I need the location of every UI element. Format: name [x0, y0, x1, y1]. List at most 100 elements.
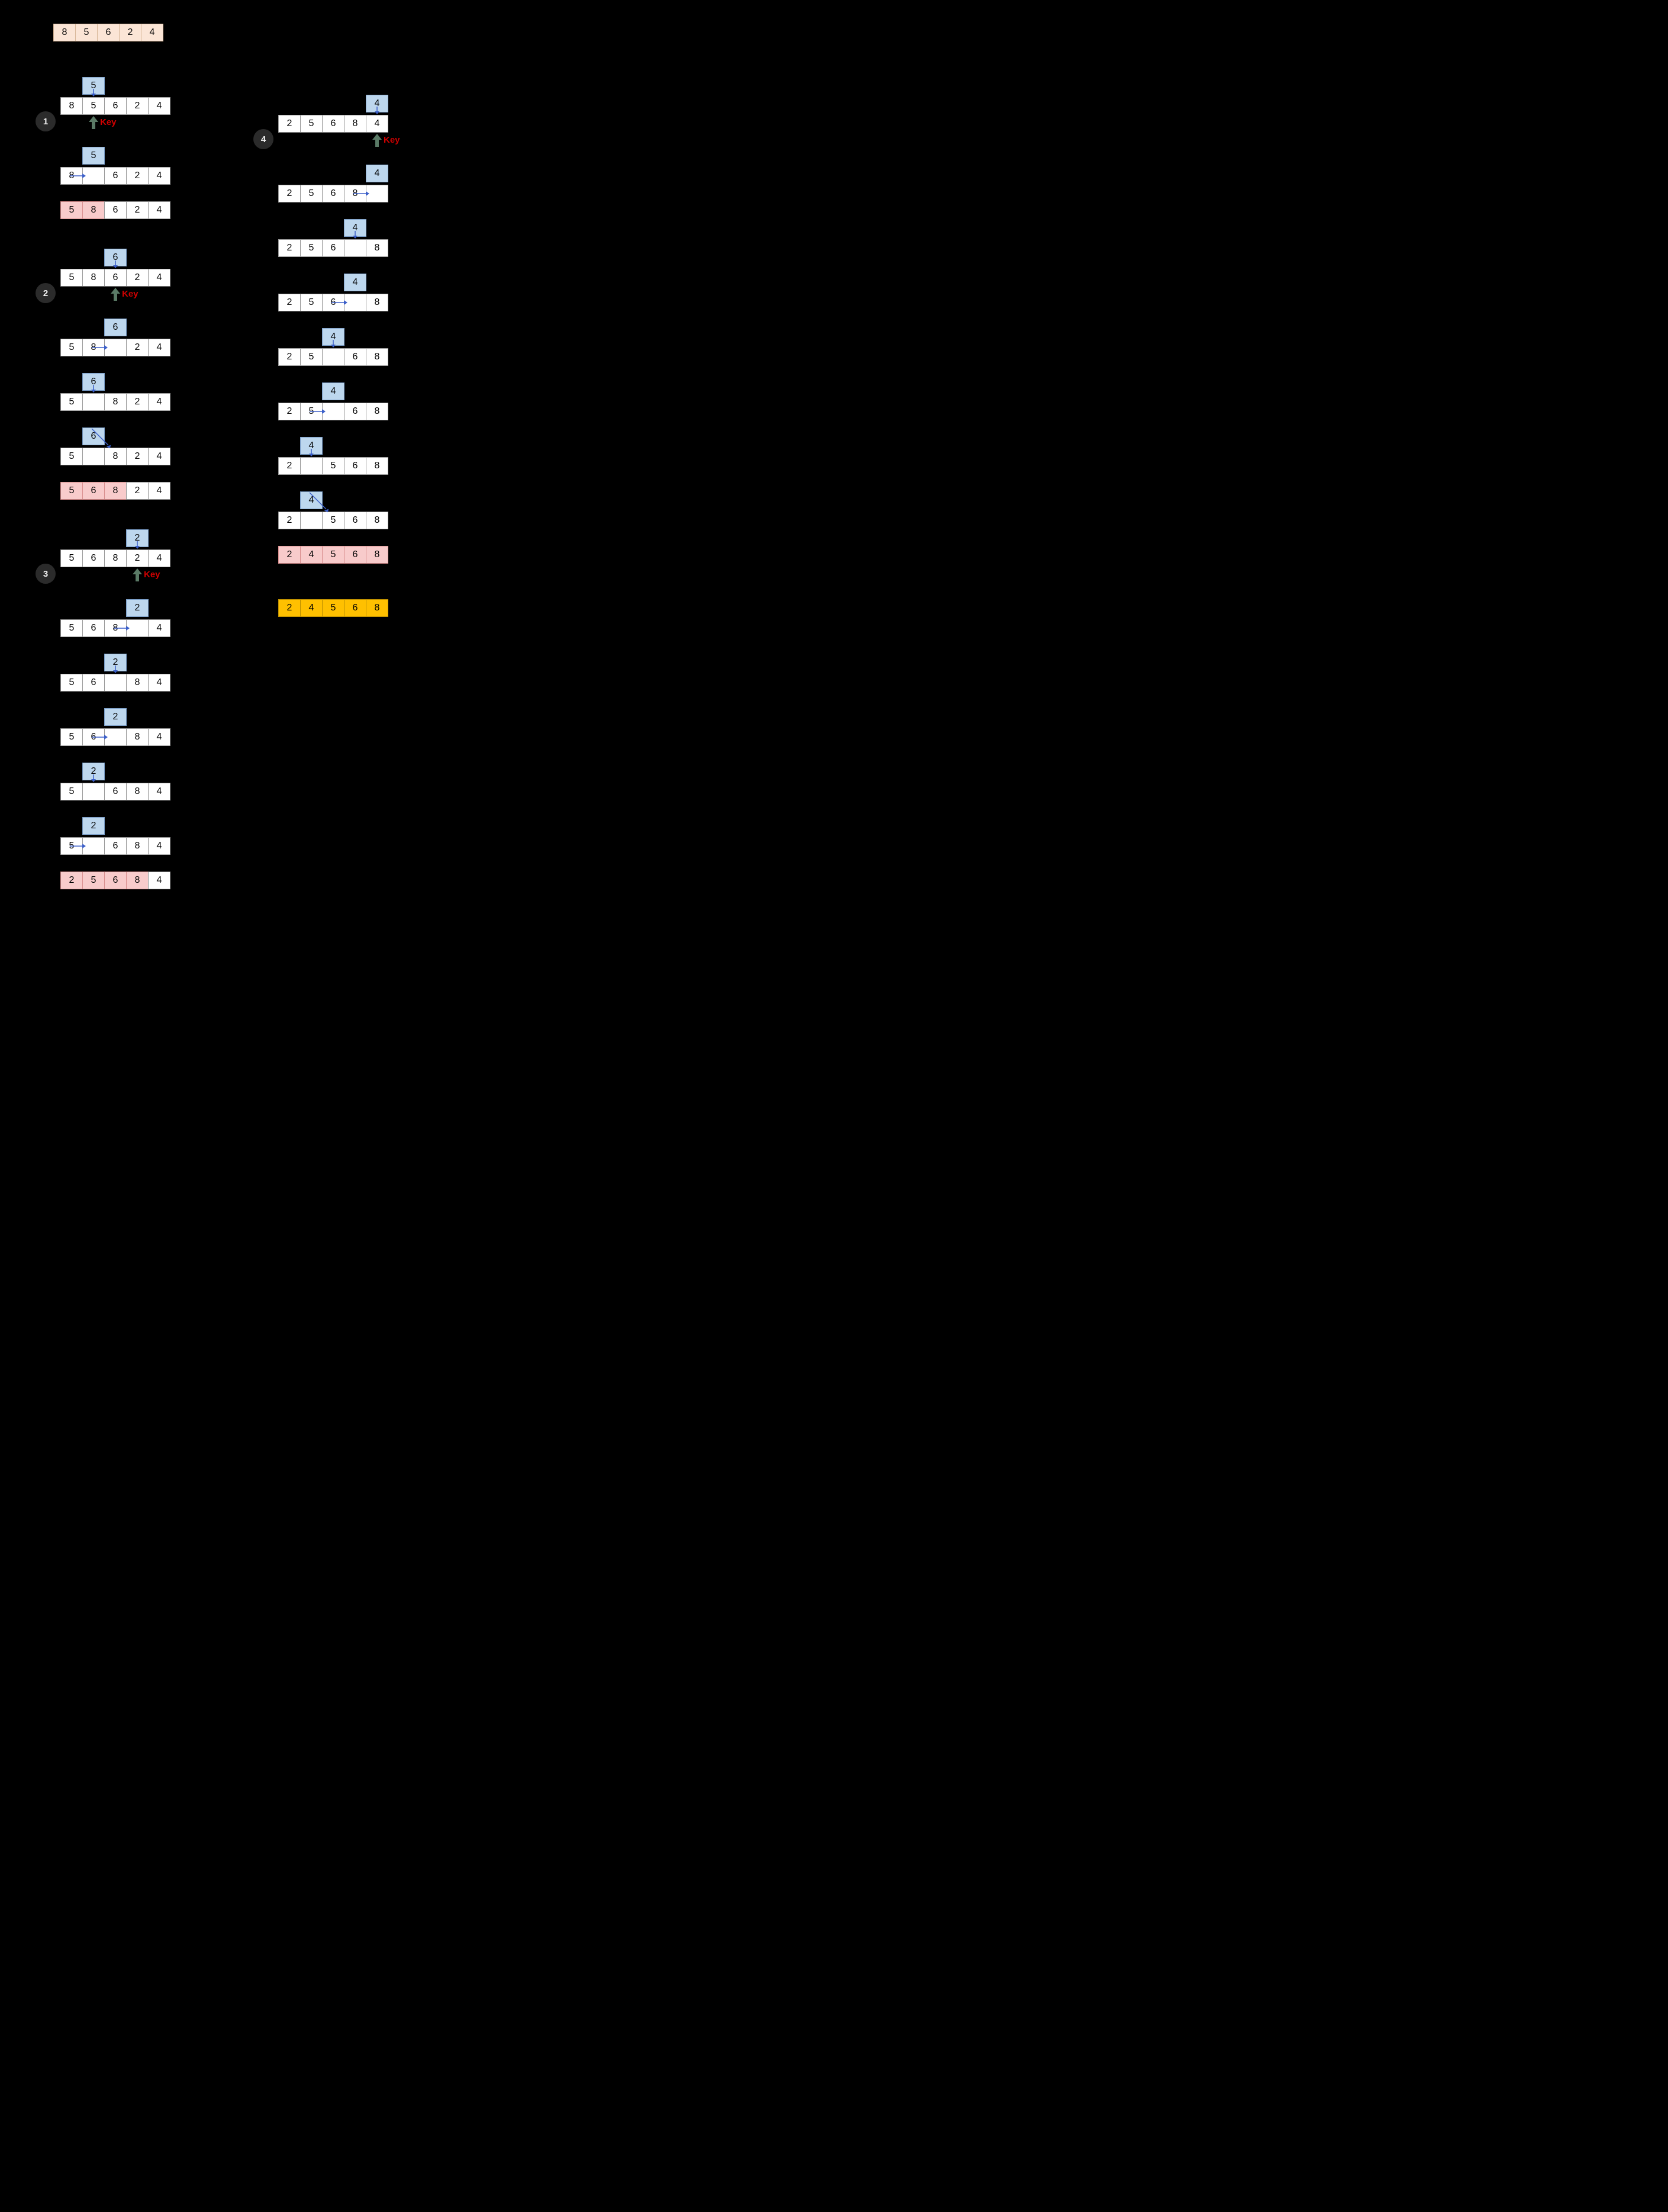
algorithm-step: 425·68 — [278, 382, 388, 420]
array-cell: 2 — [126, 97, 149, 115]
array-cell: 5 — [60, 619, 83, 637]
array-cell: 2 — [126, 482, 149, 500]
algorithm-step: 425·68 — [278, 328, 388, 366]
array-cell: · — [300, 457, 323, 475]
array-cell: 6 — [104, 872, 127, 889]
algorithm-step: 65·824 — [60, 373, 170, 411]
array-cell: 8 — [126, 837, 149, 855]
algorithm-step: 42568· — [278, 165, 388, 202]
algorithm-step: 25·684 — [60, 817, 170, 855]
array-cell: 8 — [104, 482, 127, 500]
key-pointer-icon — [372, 133, 382, 148]
shift-arrow-icon — [91, 733, 108, 741]
array-cell: 4 — [148, 448, 170, 465]
algorithm-step: 425684Key — [278, 95, 388, 148]
array-cell: 5 — [60, 549, 83, 567]
array-cell: 5 — [322, 512, 344, 529]
array-cell: 8 — [126, 674, 149, 692]
array-cell: 5 — [60, 201, 83, 219]
compare-arrow-icon — [111, 261, 120, 269]
array-cell: 8 — [366, 512, 388, 529]
array-cell: 8 — [104, 549, 127, 567]
array-cell: 6 — [104, 269, 127, 287]
array-cell: 6 — [344, 403, 366, 420]
array-cell: 5 — [60, 393, 83, 411]
array-cell: 8 — [82, 269, 105, 287]
array-cell: 6 — [82, 549, 105, 567]
array-cell: 4 — [148, 619, 170, 637]
array-row: 25684 — [60, 872, 170, 889]
array-cell: 6 — [104, 97, 127, 115]
array-cell: 6 — [344, 546, 366, 564]
array-cell: 6 — [344, 457, 366, 475]
array-row: 24568 — [278, 599, 388, 617]
array-row: 85624 — [53, 24, 170, 41]
array-cell: 2 — [126, 339, 149, 356]
array-cell: 6 — [104, 167, 127, 185]
pass-3: 3256824Key2568·4256·84256·8425·68425·684… — [36, 529, 170, 889]
shift-arrow-icon — [69, 842, 86, 850]
array-cell: 8 — [366, 348, 388, 366]
array-cell: 8 — [366, 403, 388, 420]
array-cell: 4 — [148, 783, 170, 800]
array-row: 56824 — [60, 549, 170, 567]
floating-key-cell: 2 — [126, 599, 149, 617]
pass-badge: 3 — [36, 564, 56, 584]
array-cell: 2 — [278, 239, 301, 257]
array-cell: 2 — [278, 512, 301, 529]
compare-arrow-icon — [111, 665, 120, 674]
array-cell: 4 — [148, 482, 170, 500]
array-cell: 2 — [126, 167, 149, 185]
array-cell: 2 — [278, 457, 301, 475]
array-cell: 5 — [60, 269, 83, 287]
shift-arrow-icon — [308, 407, 326, 416]
array-cell: · — [344, 239, 366, 257]
array-cell: 6 — [104, 783, 127, 800]
array-cell: · — [82, 393, 105, 411]
shift-arrow-icon — [112, 624, 130, 632]
array-cell: 2 — [278, 294, 301, 311]
array-cell: 5 — [322, 457, 344, 475]
array-cell: 2 — [126, 269, 149, 287]
array-cell: 4 — [148, 549, 170, 567]
array-cell: 2 — [126, 448, 149, 465]
compare-arrow-icon — [133, 541, 141, 549]
array-cell: 5 — [60, 674, 83, 692]
array-cell: 5 — [300, 348, 323, 366]
array-cell: 5 — [82, 97, 105, 115]
array-cell: 8 — [104, 393, 127, 411]
floating-key-cell: 2 — [104, 708, 127, 726]
array-cell: 8 — [126, 872, 149, 889]
pass-2: 2658624Key658·2465·82465·82456824 — [36, 249, 170, 500]
array-cell: 4 — [148, 167, 170, 185]
array-cell: 5 — [82, 872, 105, 889]
pass-4: 4425684Key42568·4256·84256·8425·68425·68… — [253, 95, 388, 564]
key-label: Key — [384, 135, 400, 145]
compare-arrow-icon — [373, 107, 381, 115]
array-cell: 8 — [126, 728, 149, 746]
algorithm-step: 585624Key — [60, 77, 170, 130]
final-sorted-array: 24568 — [278, 599, 388, 617]
array-row: 56·84 — [60, 674, 170, 692]
array-cell: 6 — [322, 115, 344, 133]
compare-arrow-icon — [89, 774, 98, 783]
initial-array: 85624 — [53, 24, 170, 41]
array-cell: 5 — [60, 448, 83, 465]
array-row: 56·84 — [60, 728, 170, 746]
array-row: 24568 — [278, 546, 388, 564]
array-cell: 5 — [322, 546, 344, 564]
array-cell: 4 — [366, 115, 388, 133]
array-row: 5·824 — [60, 393, 170, 411]
array-cell: 2 — [278, 348, 301, 366]
array-cell: 6 — [104, 201, 127, 219]
floating-key-cell: 4 — [322, 382, 344, 400]
array-cell: · — [82, 783, 105, 800]
array-cell: 5 — [300, 294, 323, 311]
array-cell: 4 — [300, 599, 323, 617]
algorithm-step: 658624Key — [60, 249, 170, 302]
algorithm-step: 42·568 — [278, 437, 388, 475]
array-cell: 4 — [300, 546, 323, 564]
array-cell: 6 — [82, 674, 105, 692]
array-cell: 4 — [141, 24, 163, 41]
array-row: 2·568 — [278, 512, 388, 529]
